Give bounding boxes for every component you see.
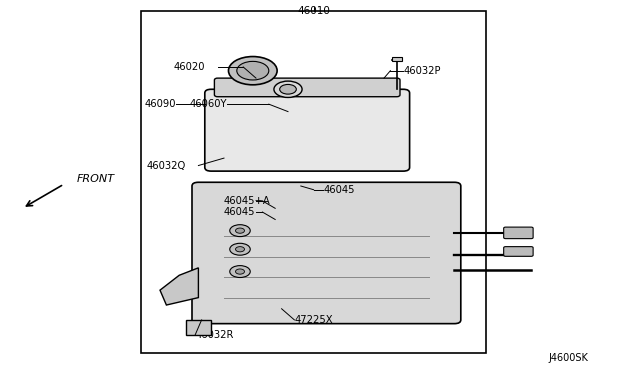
Text: 46045: 46045: [224, 207, 255, 217]
Polygon shape: [186, 320, 211, 335]
Circle shape: [228, 57, 277, 85]
Text: FRONT: FRONT: [77, 174, 115, 184]
Circle shape: [230, 243, 250, 255]
Text: 46032P: 46032P: [403, 66, 441, 76]
Circle shape: [236, 247, 244, 252]
FancyBboxPatch shape: [205, 89, 410, 171]
FancyBboxPatch shape: [192, 182, 461, 324]
Text: 46020: 46020: [173, 62, 205, 72]
Text: 46032R: 46032R: [195, 330, 234, 340]
Text: 46045+A: 46045+A: [224, 196, 271, 206]
Text: J4600SK: J4600SK: [549, 353, 589, 363]
FancyBboxPatch shape: [214, 78, 400, 97]
Circle shape: [237, 61, 269, 80]
Text: 46045: 46045: [323, 185, 355, 195]
Circle shape: [236, 228, 244, 233]
Text: 46060Y: 46060Y: [189, 99, 227, 109]
Circle shape: [230, 225, 250, 237]
Circle shape: [230, 266, 250, 278]
Circle shape: [280, 84, 296, 94]
Text: 46090: 46090: [145, 99, 176, 109]
Text: 46010: 46010: [297, 6, 330, 16]
FancyBboxPatch shape: [504, 247, 533, 256]
Circle shape: [236, 269, 244, 274]
Text: 47225X: 47225X: [294, 315, 333, 325]
Text: 46032Q: 46032Q: [147, 161, 186, 170]
FancyBboxPatch shape: [141, 11, 486, 353]
Polygon shape: [160, 268, 198, 305]
FancyBboxPatch shape: [504, 227, 533, 239]
Circle shape: [274, 81, 302, 97]
FancyBboxPatch shape: [392, 57, 402, 61]
